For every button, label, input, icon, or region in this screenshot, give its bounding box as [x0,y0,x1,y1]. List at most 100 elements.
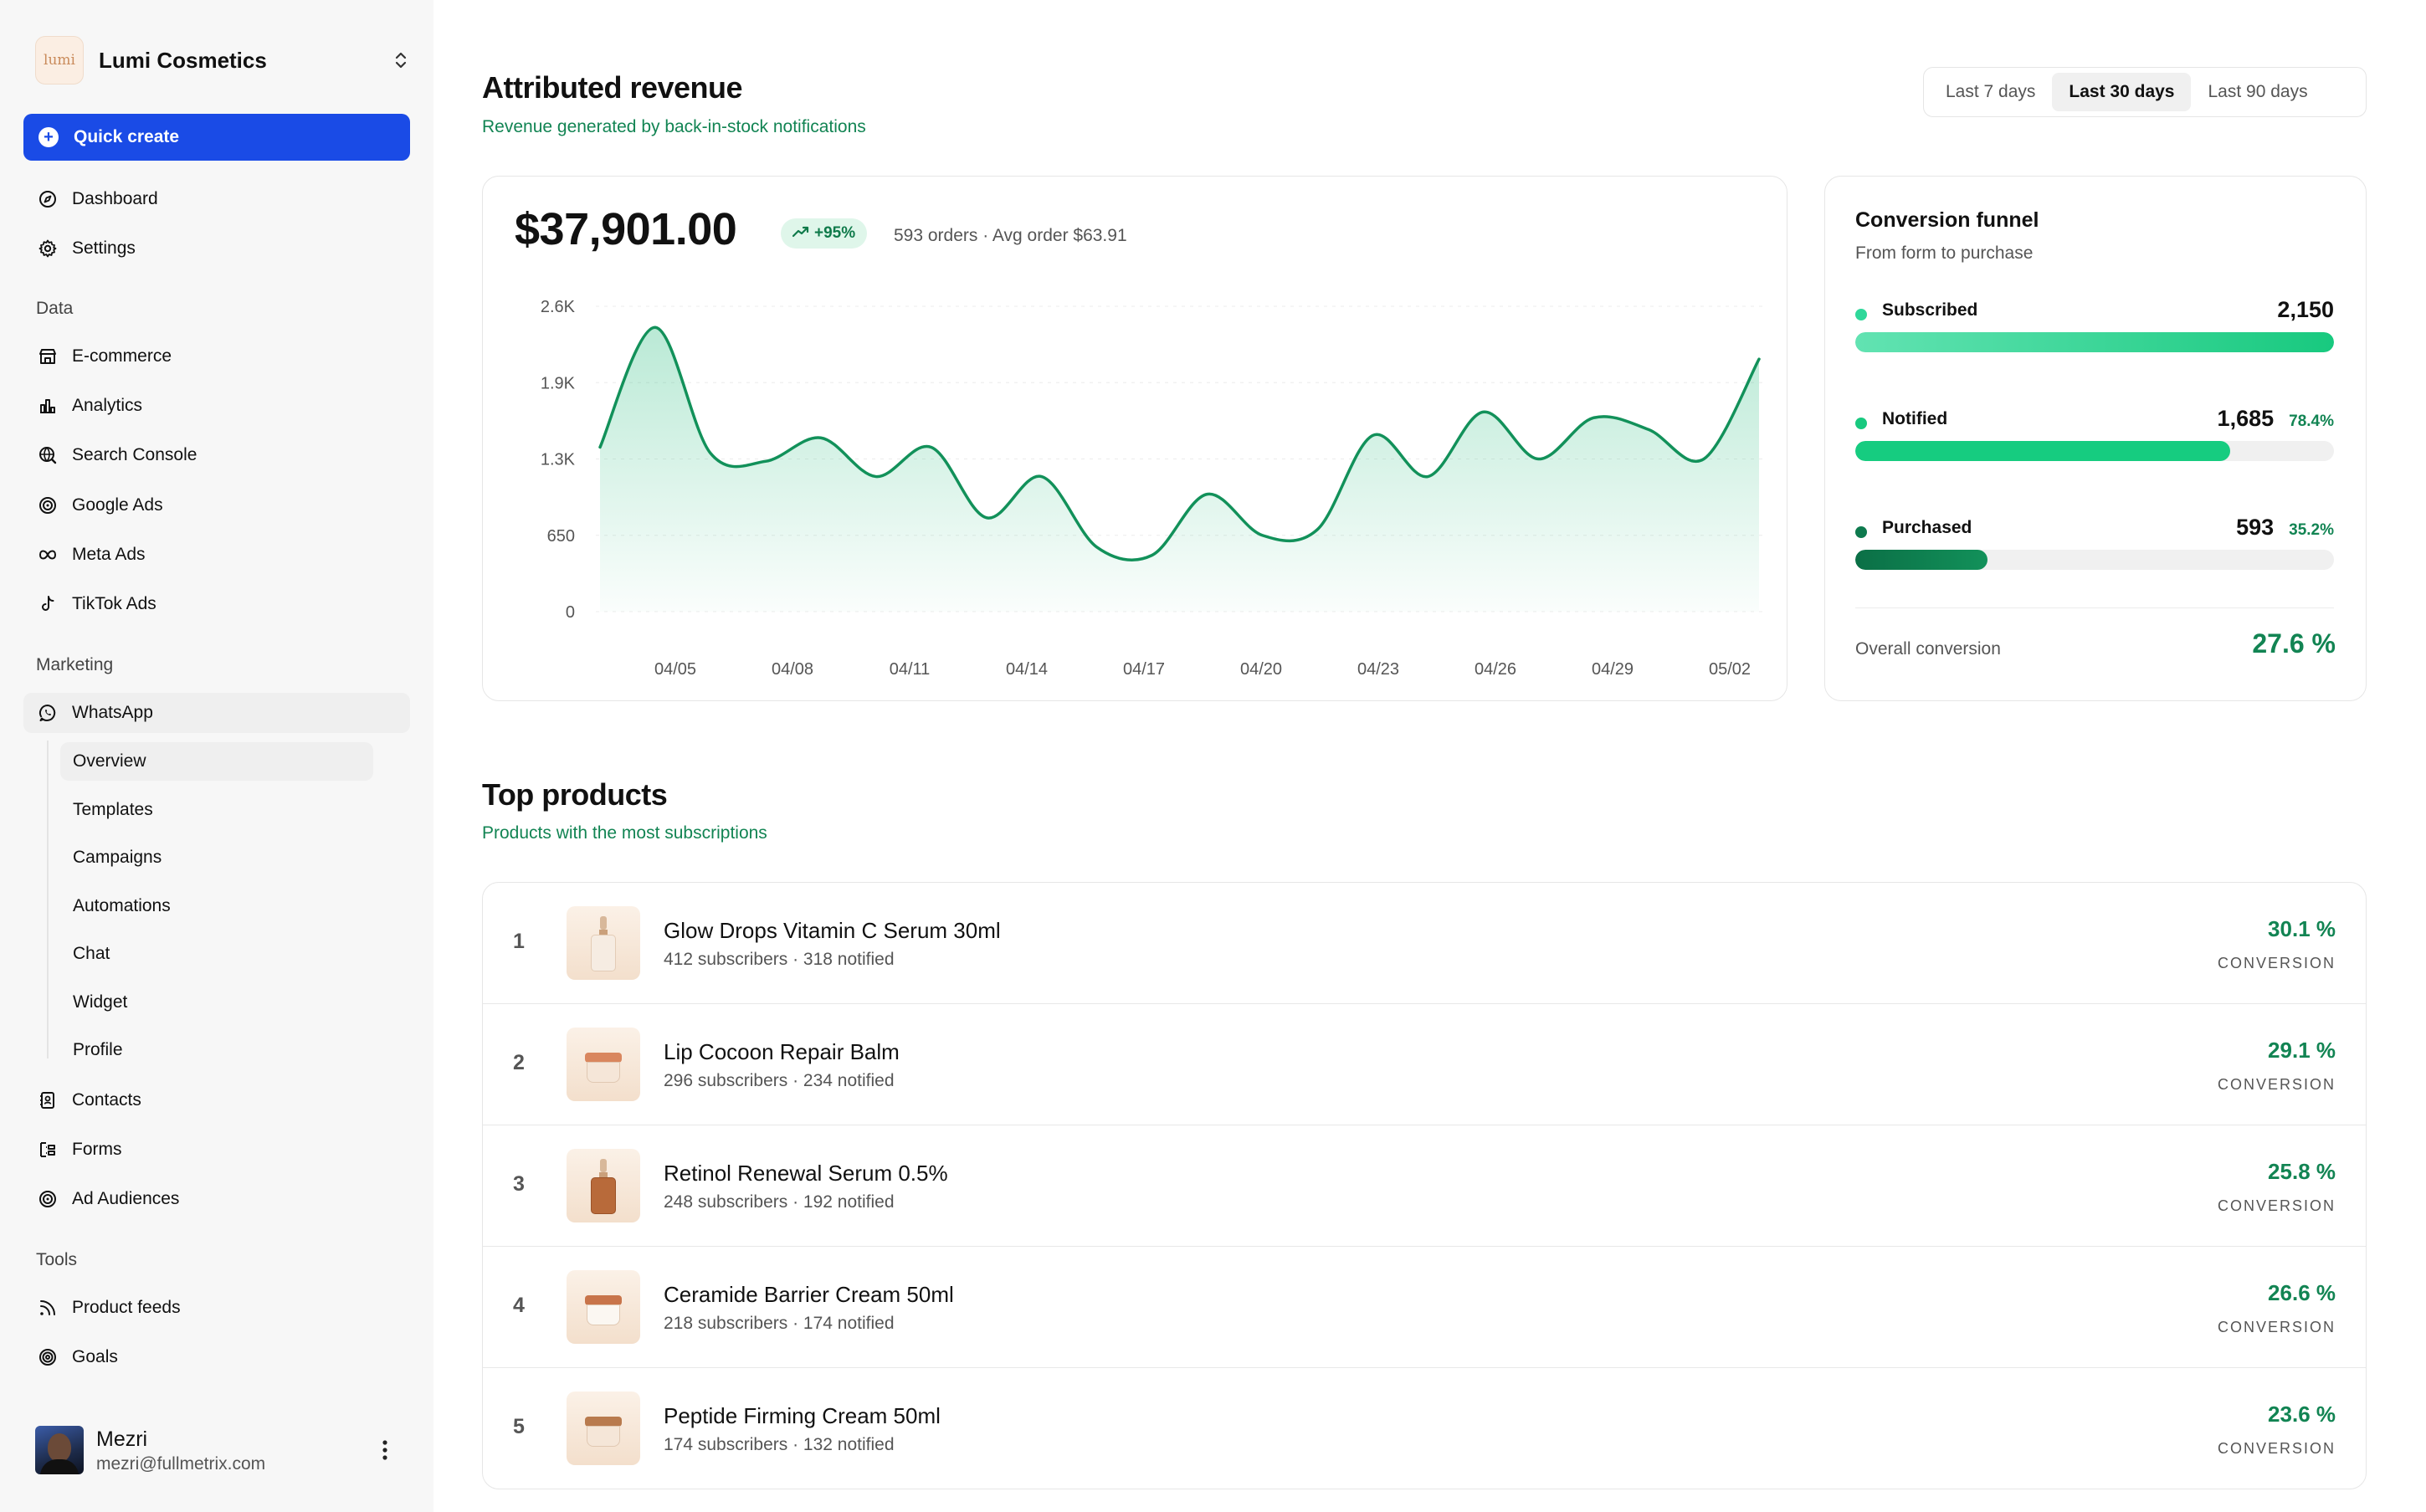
sidebar-item-search-console[interactable]: Search Console [23,435,410,475]
product-row[interactable]: 3 Retinol Renewal Serum 0.5% 248 subscri… [483,1125,2366,1247]
more-vertical-icon[interactable] [372,1438,397,1463]
product-name: Retinol Renewal Serum 0.5% [664,1161,948,1186]
product-conversion: 25.8 % [2268,1159,2336,1184]
stage-dot [1855,526,1867,538]
sidebar-item-analytics[interactable]: Analytics [23,386,410,426]
conversion-funnel-card: Conversion funnel From form to purchase … [1824,176,2367,701]
funnel-title: Conversion funnel [1855,208,2039,232]
sidebar-item-whatsapp[interactable]: WhatsApp [23,693,410,733]
x-tick-label: 04/11 [890,660,931,679]
avatar [35,1426,84,1474]
sidebar: lumi Lumi Cosmetics + Quick create Dashb… [0,0,433,1512]
stage-bar-fill [1855,550,1987,570]
compass-icon [35,187,60,212]
revenue-meta: 593 orders · Avg order $63.91 [894,226,1127,245]
product-conversion: 23.6 % [2268,1402,2336,1427]
product-rank: 2 [513,1051,525,1074]
range-last-30-days[interactable]: Last 30 days [2052,73,2192,111]
product-name: Ceramide Barrier Cream 50ml [664,1282,954,1307]
target-icon [35,1187,60,1212]
sidebar-item-settings[interactable]: Settings [23,228,410,269]
quick-create-button[interactable]: + Quick create [23,114,410,161]
stage-percent: 78.4% [2289,413,2334,430]
sidebar-subitem-label: Overview [73,751,146,771]
product-conversion-label: CONVERSION [2217,1440,2336,1457]
sidebar-subitem-templates[interactable]: Templates [60,791,373,829]
sidebar-item-tiktok-ads[interactable]: TikTok Ads [23,584,410,624]
sidebar-item-contacts[interactable]: Contacts [23,1080,410,1120]
sidebar-item-ad-audiences[interactable]: Ad Audiences [23,1179,410,1219]
tiktok-icon [35,592,60,617]
submenu-guide-line [47,741,49,1058]
sidebar-item-label: TikTok Ads [72,594,156,613]
revenue-total: $37,901.00 [515,204,737,254]
bar-chart-icon [35,393,60,418]
sidebar-subitem-automations[interactable]: Automations [60,887,373,925]
sidebar-subitem-label: Chat [73,944,110,963]
sidebar-item-product-feeds[interactable]: Product feeds [23,1288,410,1328]
sidebar-subitem-campaigns[interactable]: Campaigns [60,838,373,877]
sidebar-item-dashboard[interactable]: Dashboard [23,179,410,219]
chart-series-line [598,325,1761,561]
store-icon [35,344,60,369]
sidebar-item-goals[interactable]: Goals [23,1337,410,1377]
x-tick-label: 04/17 [1123,660,1165,679]
stage-value: 2,150 [2277,297,2334,322]
product-row[interactable]: 4 Ceramide Barrier Cream 50ml 218 subscr… [483,1247,2366,1368]
revenue-title: Attributed revenue [482,70,743,105]
x-tick-label: 04/14 [1006,660,1048,679]
revenue-change-badge: +95% [781,218,868,249]
product-row[interactable]: 5 Peptide Firming Cream 50ml 174 subscri… [483,1368,2366,1489]
user-profile[interactable]: Mezri mezri@fullmetrix.com [0,1396,433,1512]
section-label-tools: Tools [36,1250,78,1269]
chevron-up-down-icon [390,49,412,71]
range-last-7-days[interactable]: Last 7 days [1946,82,2036,101]
product-rank: 4 [513,1294,525,1317]
product-rank: 1 [513,930,525,953]
chart-area-fill [600,327,1759,612]
stage-label: Subscribed [1882,300,1978,320]
stage-percent: 35.2% [2289,521,2334,539]
sidebar-item-label: Ad Audiences [72,1189,180,1208]
product-thumbnail [567,1270,640,1344]
stage-bar-fill [1855,332,2334,352]
product-meta: 296 subscribers · 234 notified [664,1071,895,1090]
goal-icon [35,1345,60,1370]
x-tick-label: 04/08 [772,660,813,679]
x-tick-label: 04/26 [1475,660,1516,679]
sidebar-item-label: WhatsApp [72,703,153,722]
sidebar-item-forms[interactable]: Forms [23,1130,410,1170]
product-thumbnail [567,906,640,980]
contacts-icon [35,1088,60,1113]
revenue-subtitle: Revenue generated by back-in-stock notif… [482,117,866,136]
sidebar-item-ecommerce[interactable]: E-commerce [23,336,410,377]
trend-up-icon [792,224,809,243]
sidebar-item-label: Search Console [72,445,197,464]
sidebar-subitem-label: Automations [73,896,171,915]
range-last-90-days[interactable]: Last 90 days [2208,82,2308,101]
infinity-icon [35,542,60,567]
y-tick-label: 0 [566,603,575,622]
y-tick-label: 1.3K [541,451,576,469]
sidebar-subitem-label: Campaigns [73,848,162,867]
sidebar-item-google-ads[interactable]: Google Ads [23,485,410,525]
gear-icon [35,236,60,261]
sidebar-item-label: Forms [72,1140,122,1159]
product-row[interactable]: 1 Glow Drops Vitamin C Serum 30ml 412 su… [483,883,2366,1004]
product-name: Peptide Firming Cream 50ml [664,1403,941,1428]
funnel-divider [1855,607,2334,608]
main-content: Attributed revenue Revenue generated by … [433,0,2426,1512]
sidebar-subitem-profile[interactable]: Profile [60,1031,373,1069]
product-row[interactable]: 2 Lip Cocoon Repair Balm 296 subscribers… [483,1004,2366,1125]
sidebar-item-meta-ads[interactable]: Meta Ads [23,535,410,575]
product-conversion-label: CONVERSION [2217,955,2336,971]
workspace-switcher[interactable]: lumi Lumi Cosmetics [35,35,412,85]
product-name: Glow Drops Vitamin C Serum 30ml [664,918,1001,943]
sidebar-subitem-widget[interactable]: Widget [60,983,373,1022]
sidebar-subitem-chat[interactable]: Chat [60,935,373,973]
revenue-change-value: +95% [814,224,856,242]
product-conversion: 26.6 % [2268,1280,2336,1305]
section-label-data: Data [36,299,74,318]
sidebar-subitem-overview[interactable]: Overview [60,742,373,781]
sidebar-subitem-label: Templates [73,800,153,819]
